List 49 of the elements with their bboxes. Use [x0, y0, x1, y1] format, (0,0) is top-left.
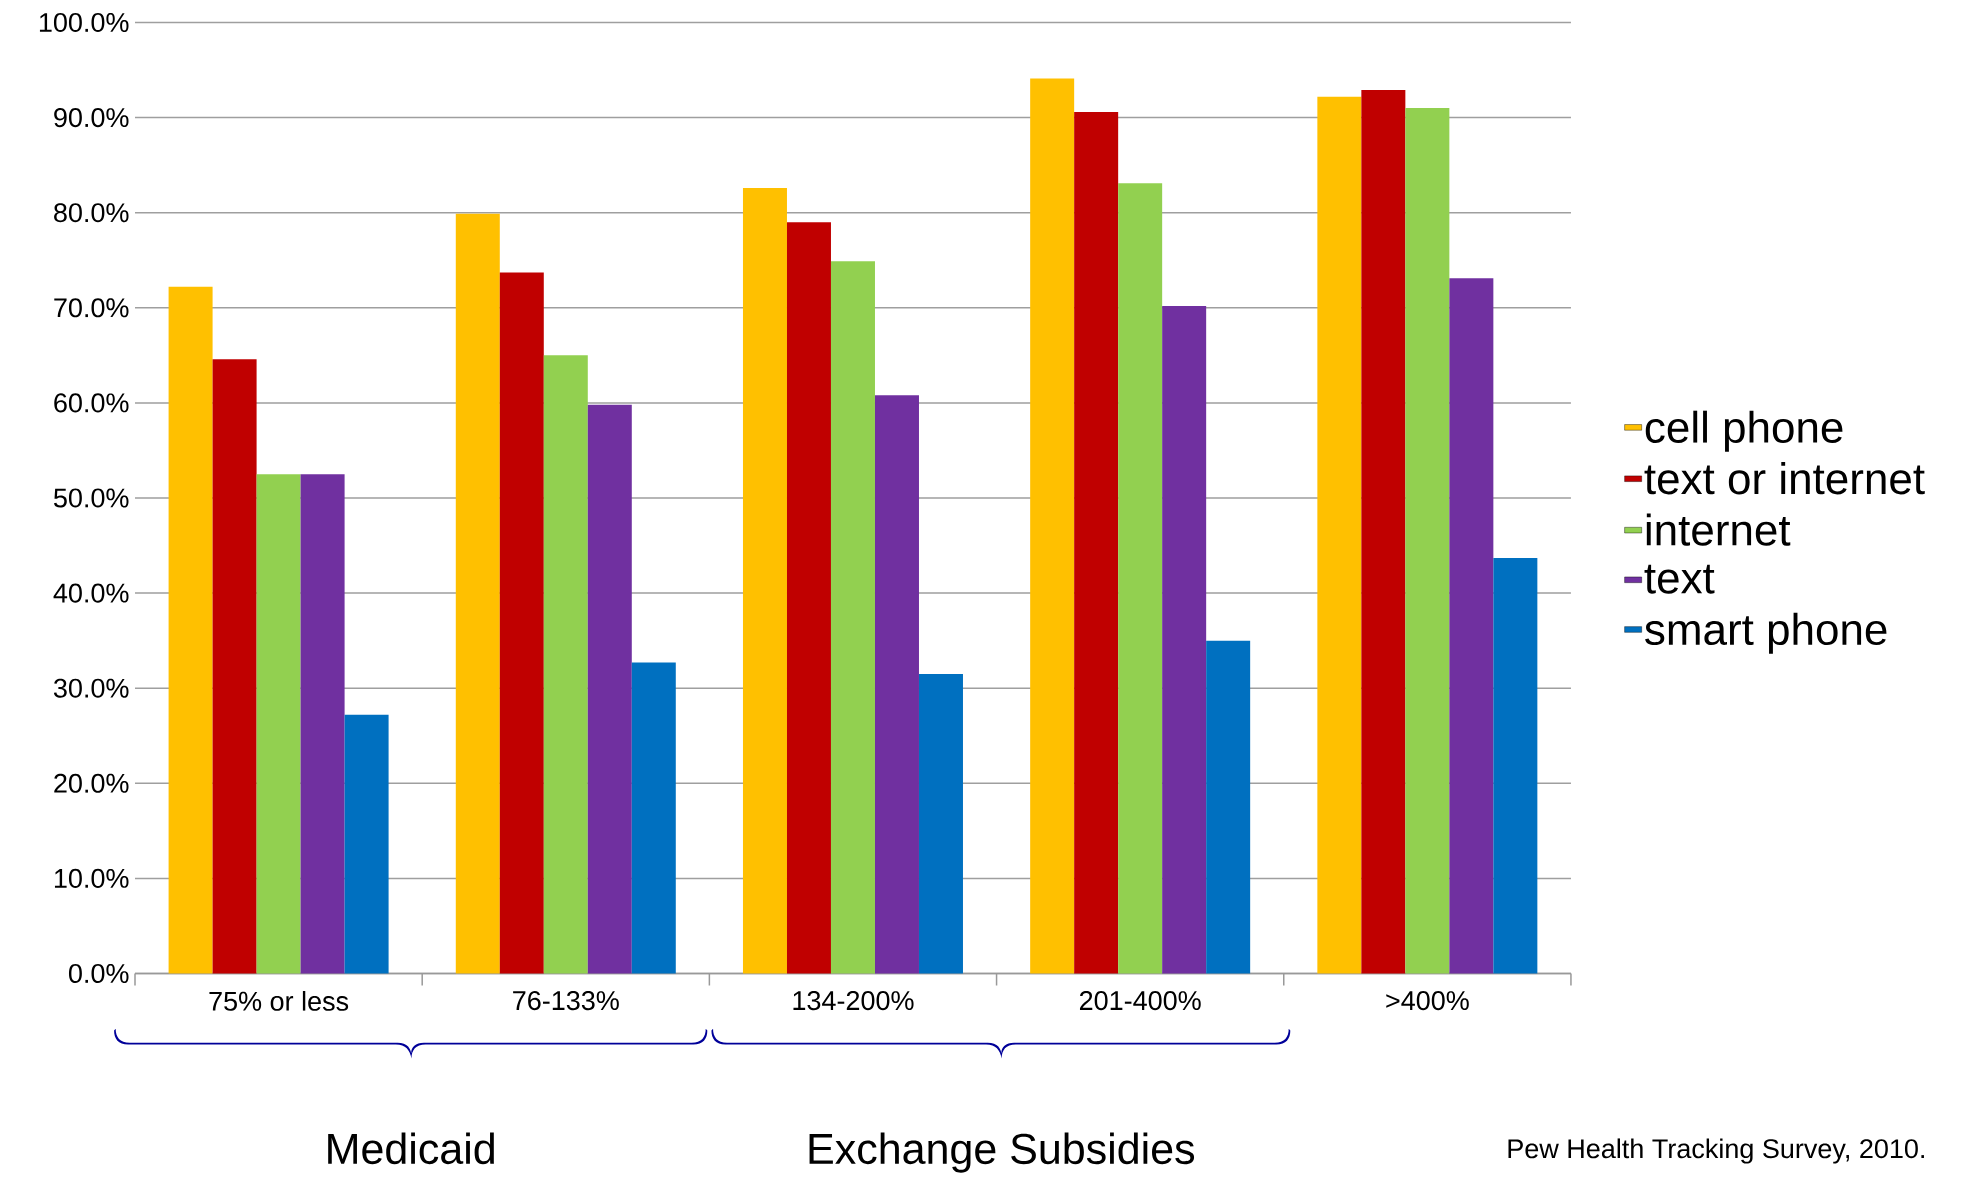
legend-label: text or internet [1644, 462, 1925, 495]
y-tick-label: 10.0% [54, 868, 129, 888]
x-tick-label: >400% [1386, 991, 1469, 1011]
x-tick-label: 76-133% [513, 991, 619, 1011]
bar [1118, 183, 1163, 974]
bar [1493, 557, 1538, 974]
y-tick-label: 40.0% [53, 583, 129, 603]
text: Medicaid [328, 1132, 494, 1165]
y-tick-label: 80.0% [54, 203, 129, 223]
x-tick-label: 75% or less [209, 991, 349, 1011]
y-tick-label: 50.0% [53, 488, 129, 508]
bar [212, 359, 257, 974]
bar [830, 261, 875, 974]
bar [1162, 305, 1207, 974]
bar [918, 673, 963, 974]
y-tick-label: 70.0% [54, 298, 129, 318]
y-tick-label: 100.0% [39, 12, 129, 33]
text: Pew Health Tracking Survey, 2010. [1508, 1138, 1924, 1164]
bar [874, 395, 919, 974]
bar [1206, 640, 1251, 974]
bar [1361, 90, 1406, 974]
bar [1317, 96, 1362, 974]
bar [1405, 108, 1450, 974]
bar [1030, 78, 1075, 974]
bar [742, 187, 787, 974]
y-tick-label: 30.0% [53, 678, 129, 698]
legend-label: internet [1646, 513, 1791, 546]
legend-label: text [1644, 564, 1715, 594]
y-tick-label: 60.0% [54, 393, 129, 413]
bar [256, 474, 301, 974]
y-tick-label: 0.0% [68, 963, 129, 984]
bar [587, 404, 632, 974]
bar [543, 355, 588, 974]
x-tick-label: 134-200% [793, 991, 914, 1011]
legend-label: cell phone [1645, 410, 1843, 452]
bar [300, 474, 345, 974]
bar [344, 714, 389, 974]
y-tick-label: 90.0% [54, 108, 129, 128]
bar [631, 662, 676, 974]
text: Exchange Subsidies [809, 1132, 1195, 1173]
bar [1449, 278, 1494, 974]
bar [168, 286, 213, 974]
bar [1074, 111, 1119, 974]
x-tick-label: 201-400% [1079, 991, 1201, 1011]
bar [786, 222, 831, 974]
bar [455, 213, 500, 974]
y-tick-label: 20.0% [54, 773, 129, 793]
bar [499, 272, 544, 974]
legend-label: smart phone [1645, 612, 1887, 654]
